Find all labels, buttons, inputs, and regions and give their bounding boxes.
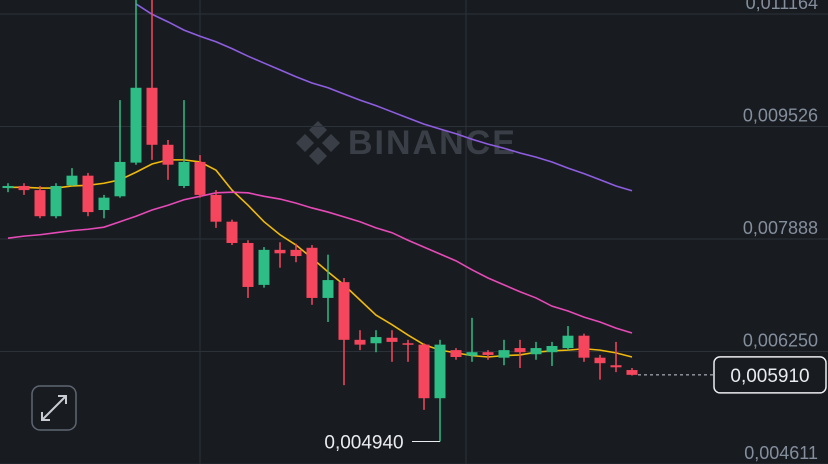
ma-line [7, 191, 633, 334]
candle-body [562, 335, 574, 349]
candle-body [610, 365, 622, 368]
y-tick-label: 0,004611 [744, 443, 818, 463]
candle-body [178, 161, 190, 186]
candle-body [242, 242, 254, 287]
candle-body [34, 190, 46, 217]
candle-body [146, 87, 158, 145]
candle-body [274, 249, 286, 254]
watermark: BINANCE [348, 124, 517, 162]
candle-body [114, 161, 126, 197]
candle-body [290, 249, 302, 257]
ma-line [135, 3, 633, 192]
candle-body [130, 87, 142, 163]
candle-body [18, 185, 30, 191]
candle-body [466, 352, 478, 356]
candle-body [338, 282, 350, 340]
y-tick-label: 0,006250 [743, 331, 818, 351]
y-tick-label: 0,007888 [743, 218, 818, 238]
candle-body [386, 337, 398, 342]
candle-body [370, 337, 382, 344]
candle-body [498, 350, 510, 358]
candle-body [98, 197, 110, 211]
candle-body [306, 247, 318, 298]
candle-body [594, 357, 606, 364]
y-tick-label: 0,009526 [743, 106, 818, 126]
candle-body [2, 185, 14, 189]
last-price-label: 0,005910 [730, 366, 809, 387]
candle-body [50, 185, 62, 217]
candle-body [546, 346, 558, 353]
candle-body [162, 144, 174, 165]
candle-body [482, 352, 494, 355]
candle-body [82, 175, 94, 213]
last-price-box [713, 356, 827, 394]
candle-body [514, 348, 526, 353]
candle-body [210, 194, 222, 222]
ma-line [8, 159, 633, 358]
low-annotation-label: 0,004940 [324, 432, 403, 453]
candle-body [418, 344, 430, 399]
candle-body [434, 344, 446, 399]
expand-button[interactable] [31, 385, 77, 431]
candle-body [626, 370, 638, 375]
candle-body [66, 175, 78, 186]
y-tick-label: 0,011164 [746, 0, 818, 13]
candle-body [354, 339, 366, 345]
watermark-logo [296, 121, 340, 165]
candle-body [402, 343, 414, 345]
candle-body [194, 161, 206, 195]
candle-body [578, 335, 590, 358]
candle-body [258, 249, 270, 285]
candle-body [450, 350, 462, 357]
candle-body [530, 348, 542, 355]
candle-body [226, 221, 238, 243]
candle-body [322, 280, 334, 298]
